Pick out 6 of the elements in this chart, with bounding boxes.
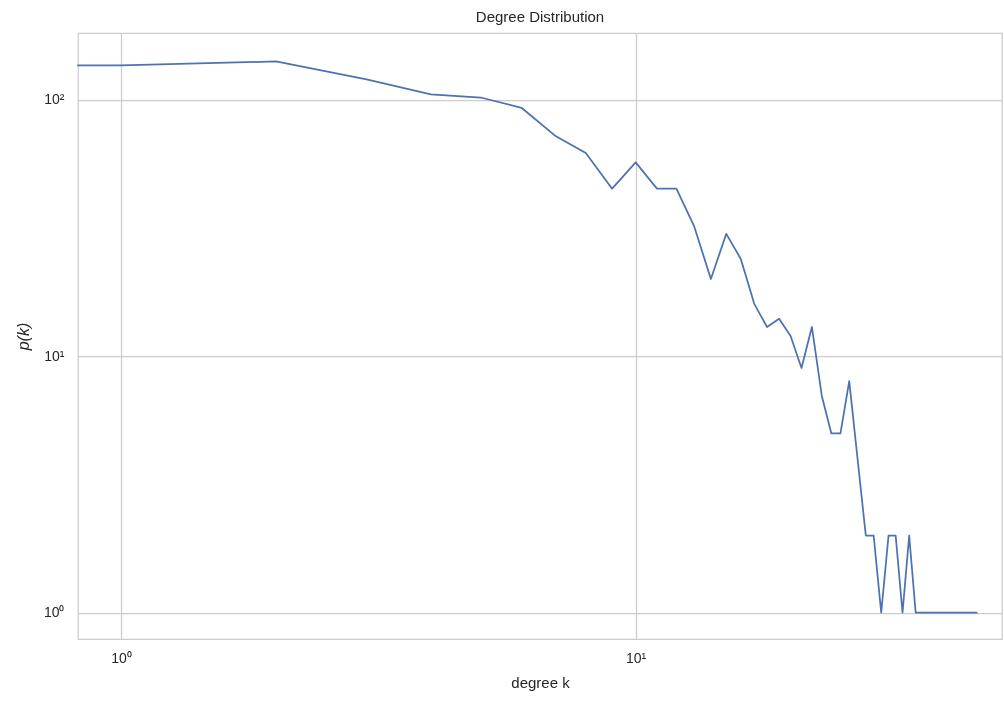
x-axis-title: degree k bbox=[511, 673, 571, 691]
y-tick-label: 10⁰ bbox=[43, 604, 65, 621]
y-tick-label: 10² bbox=[44, 91, 65, 108]
y-tick-label: 10¹ bbox=[44, 347, 65, 364]
chart-title: Degree Distribution bbox=[475, 8, 605, 25]
y-axis-title: p(k) bbox=[14, 322, 32, 352]
